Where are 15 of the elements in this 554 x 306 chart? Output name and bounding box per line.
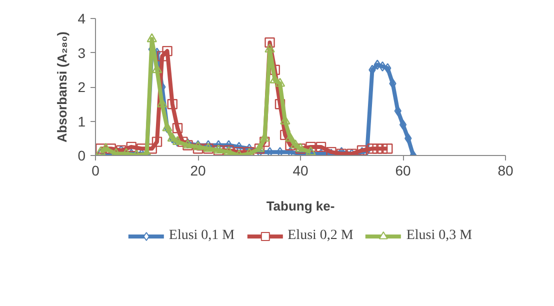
x-tick-label: 20 [190,162,206,178]
y-tick-label: 2 [78,79,86,95]
x-tick-label: 40 [292,162,308,178]
x-axis-title: Tabung ke- [266,198,335,214]
legend-label: Elusi 0,2 M [288,228,354,244]
y-tick-label: 3 [78,44,86,61]
x-tick-label: 80 [498,162,514,178]
y-tick-label: 4 [78,10,86,26]
legend-label: Elusi 0,1 M [168,228,235,244]
x-tick-label: 0 [92,162,100,178]
y-axis-title: Absorbansi (A₂₈₀) [54,32,70,142]
y-tick-label: 1 [78,113,86,130]
y-tick-label: 0 [78,148,86,164]
legend-label: Elusi 0,3 M [406,228,472,244]
x-tick-label: 60 [395,162,411,178]
